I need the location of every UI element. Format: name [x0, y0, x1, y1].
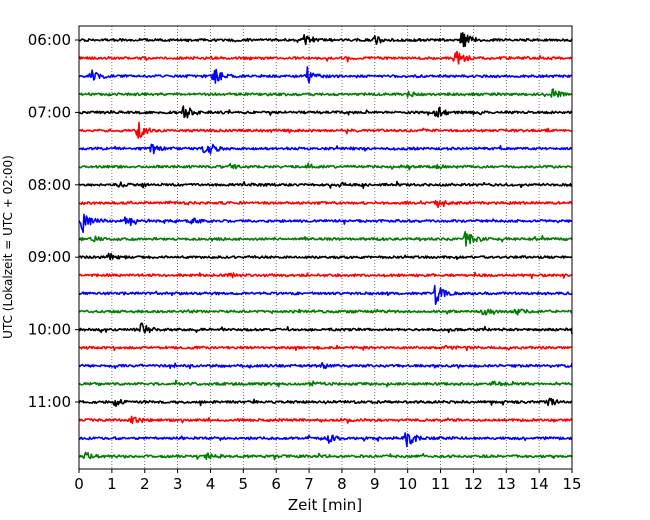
y-axis-ticks: 06:00 07:00 08:00 09:00 10:00 11:00: [28, 31, 79, 411]
x-tick-label: 8: [337, 475, 347, 493]
seismic-trace-1130: [78, 432, 573, 448]
x-tick-label: 10: [398, 475, 417, 493]
x-tick-label: 11: [431, 475, 450, 493]
seismic-trace-1030: [78, 361, 573, 370]
y-tick-label: 06:00: [28, 31, 71, 49]
seismic-trace-1145: [78, 451, 573, 461]
x-tick-label: 6: [271, 475, 281, 493]
seismic-trace-0800: [78, 180, 573, 189]
axes-frame: [78, 25, 573, 470]
x-tick-label: 15: [562, 475, 581, 493]
y-tick-label: 09:00: [28, 248, 71, 266]
x-axis-label: Zeit [min]: [288, 496, 362, 514]
x-tick-label: 5: [239, 475, 249, 493]
x-tick-label: 3: [173, 475, 183, 493]
seismic-trace-0600: [78, 31, 573, 48]
x-tick-label: 12: [464, 475, 483, 493]
seismic-trace-0845: [78, 230, 573, 247]
seismic-trace-0730: [78, 143, 573, 155]
x-tick-label: 1: [107, 475, 117, 493]
x-tick-label: 2: [140, 475, 150, 493]
seismic-trace-0915: [78, 271, 573, 280]
seismic-trace-0815: [78, 199, 573, 209]
seismic-trace-1115: [78, 415, 573, 425]
seismic-traces: [78, 31, 573, 461]
seismic-trace-0930: [78, 284, 573, 306]
y-tick-label: 07:00: [28, 103, 71, 121]
y-tick-label: 11:00: [28, 393, 71, 411]
seismic-trace-1015: [78, 344, 573, 352]
x-tick-label: 4: [206, 475, 216, 493]
y-tick-label: 08:00: [28, 176, 71, 194]
y-axis-label: UTC (Lokalzeit = UTC + 02:00): [1, 155, 15, 339]
seismic-trace-0745: [78, 162, 573, 171]
x-tick-label: 13: [497, 475, 516, 493]
grid-lines: [111, 26, 540, 469]
seismic-trace-1045: [78, 379, 573, 388]
seismic-trace-0630: [78, 66, 573, 84]
x-axis-ticks: 0 1 2 3 4 5 6 7 8 9 10 11 12 13 14 15: [74, 469, 582, 493]
seismic-trace-0900: [78, 252, 573, 261]
y-tick-label: 10:00: [28, 321, 71, 339]
x-tick-label: 0: [74, 475, 84, 493]
x-tick-label: 7: [304, 475, 314, 493]
seismic-trace-0715: [78, 121, 573, 139]
seismic-trace-1100: [78, 397, 573, 408]
seismic-trace-0700: [78, 105, 573, 119]
seismic-trace-0615: [78, 50, 573, 65]
seismic-trace-0945: [78, 308, 573, 316]
seismic-trace-0645: [78, 88, 573, 98]
x-tick-label: 9: [370, 475, 380, 493]
x-tick-label: 14: [530, 475, 549, 493]
seismic-trace-1000: [78, 322, 573, 335]
seismic-trace-0830: [78, 213, 573, 233]
